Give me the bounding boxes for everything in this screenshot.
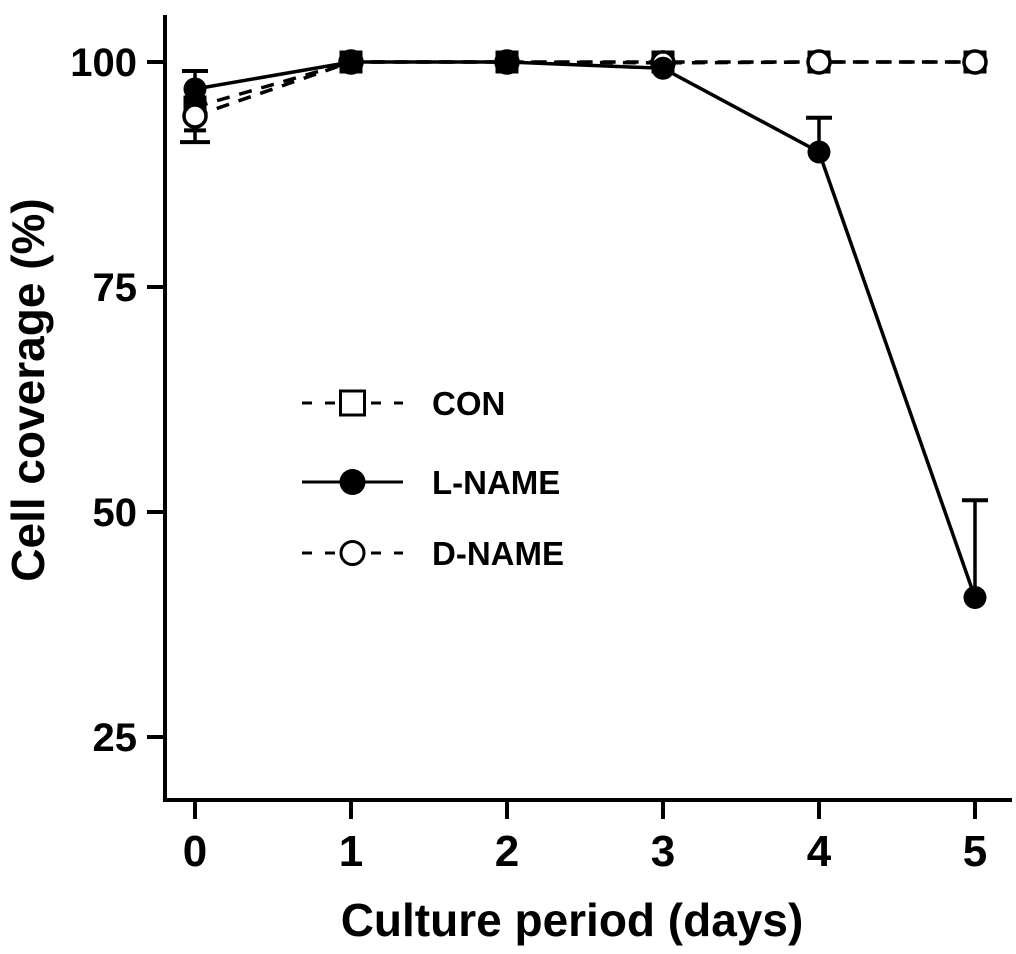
- x-tick-label: 1: [339, 827, 363, 876]
- marker-filled-circle: [339, 469, 366, 495]
- marker-filled-square: [495, 50, 519, 74]
- marker-filled-circle: [651, 56, 675, 80]
- marker-filled-circle: [183, 77, 207, 101]
- y-axis: 100 75 50 25: [70, 41, 165, 760]
- series-line-D-NAME: [194, 60, 975, 118]
- error-bars: [180, 69, 988, 598]
- x-tick-label: 3: [651, 827, 675, 876]
- x-tick-label: 2: [495, 827, 519, 876]
- marker-filled-circle: [963, 586, 987, 609]
- marker-filled-square: [339, 50, 363, 74]
- y-tick-label: 25: [93, 716, 138, 760]
- marker-stack-day-5: [962, 49, 988, 609]
- data-markers: [182, 49, 988, 609]
- y-tick-label: 75: [93, 266, 138, 310]
- legend-item-CON: CON: [302, 385, 505, 422]
- legend-label: L-NAME: [432, 464, 560, 501]
- legend-item-D-NAME: D-NAME: [302, 535, 564, 572]
- x-tick-label: 0: [183, 827, 207, 876]
- axes: [163, 15, 1012, 802]
- y-axis-title: Cell coverage (%): [2, 198, 54, 581]
- marker-stack-day-2: [494, 49, 520, 75]
- axis-lines: [163, 15, 1012, 802]
- y-tick-label: 50: [93, 491, 138, 535]
- marker-stack-day-3: [650, 50, 676, 80]
- x-axis: 0 1 2 3 4 5: [183, 800, 987, 876]
- marker-stack-day-0: [182, 77, 208, 129]
- y-tick-label: 100: [70, 41, 137, 85]
- x-tick-label: 5: [963, 827, 987, 876]
- marker-open-circle: [806, 49, 832, 75]
- marker-open-square: [339, 389, 366, 417]
- legend: CON L-NAME D-NAME: [302, 385, 564, 572]
- x-tick-label: 4: [807, 827, 832, 876]
- legend-item-L-NAME: L-NAME: [302, 464, 560, 501]
- legend-label: CON: [432, 385, 505, 422]
- marker-open-circle: [339, 540, 366, 566]
- marker-filled-circle: [807, 140, 831, 164]
- marker-stack-day-1: [338, 49, 364, 75]
- series-line-L-NAME: [194, 60, 977, 599]
- x-axis-title: Culture period (days): [341, 894, 804, 946]
- marker-open-circle: [182, 103, 208, 129]
- legend-label: D-NAME: [432, 535, 564, 572]
- marker-stack-day-4: [806, 49, 832, 164]
- series-lines: [194, 60, 977, 599]
- marker-open-circle: [962, 49, 988, 75]
